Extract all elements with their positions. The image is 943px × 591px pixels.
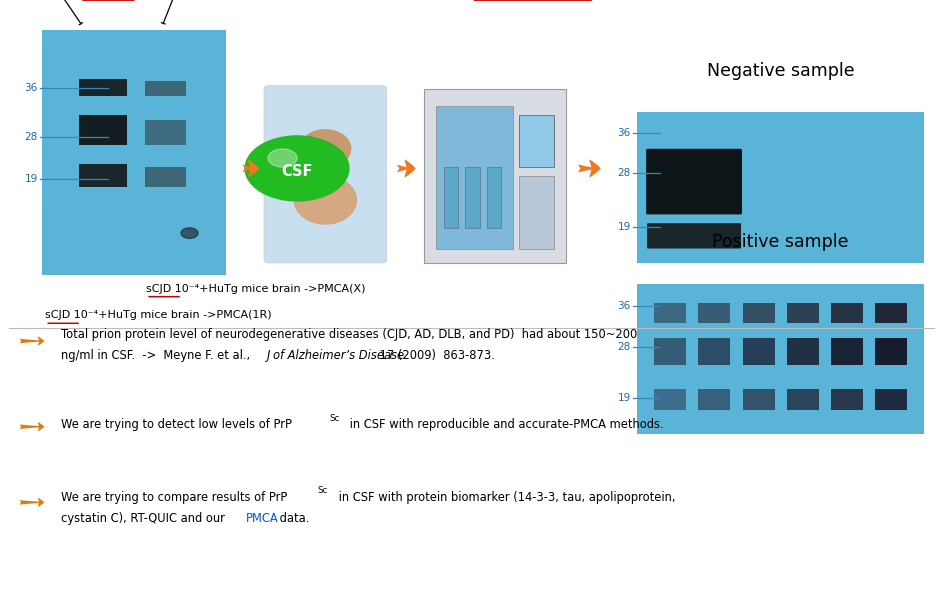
Text: J of Alzheimer’s Disease: J of Alzheimer’s Disease xyxy=(267,349,405,362)
Text: 36: 36 xyxy=(25,83,38,93)
FancyBboxPatch shape xyxy=(699,303,730,323)
Text: 36: 36 xyxy=(618,128,631,138)
FancyBboxPatch shape xyxy=(264,86,387,263)
Circle shape xyxy=(268,149,297,167)
FancyBboxPatch shape xyxy=(145,167,186,187)
Ellipse shape xyxy=(300,130,351,167)
Text: 19: 19 xyxy=(618,222,631,232)
Text: 28: 28 xyxy=(618,342,631,352)
FancyBboxPatch shape xyxy=(743,338,774,365)
FancyBboxPatch shape xyxy=(145,81,186,96)
FancyBboxPatch shape xyxy=(444,167,458,228)
Text: 19: 19 xyxy=(618,393,631,403)
Text: sCJD 10⁻⁴+HuTg mice brain ->PMCA(1R): sCJD 10⁻⁴+HuTg mice brain ->PMCA(1R) xyxy=(45,310,272,320)
Text: CSF: CSF xyxy=(281,164,313,179)
Text: We are trying to compare results of PrP: We are trying to compare results of PrP xyxy=(61,491,288,504)
FancyBboxPatch shape xyxy=(743,389,774,410)
FancyBboxPatch shape xyxy=(831,303,863,323)
Text: in CSF with protein biomarker (14-3-3, tau, apolipoprotein,: in CSF with protein biomarker (14-3-3, t… xyxy=(335,491,675,504)
Text: 28: 28 xyxy=(618,168,631,177)
Text: ng/ml in CSF.  ->  Meyne F. et al.,: ng/ml in CSF. -> Meyne F. et al., xyxy=(61,349,257,362)
Text: data.: data. xyxy=(276,512,309,525)
Text: Sc: Sc xyxy=(318,486,328,495)
FancyBboxPatch shape xyxy=(637,112,924,263)
FancyBboxPatch shape xyxy=(831,389,863,410)
FancyBboxPatch shape xyxy=(646,149,742,215)
Text: Positive sample: Positive sample xyxy=(712,233,849,251)
FancyBboxPatch shape xyxy=(654,338,687,365)
FancyBboxPatch shape xyxy=(654,389,687,410)
FancyBboxPatch shape xyxy=(699,338,730,365)
FancyBboxPatch shape xyxy=(699,389,730,410)
Text: PMCA: PMCA xyxy=(246,512,279,525)
FancyBboxPatch shape xyxy=(42,30,226,275)
FancyBboxPatch shape xyxy=(875,303,907,323)
Text: sCJD 10⁻⁴+HuTg mice brain ->PMCA(X): sCJD 10⁻⁴+HuTg mice brain ->PMCA(X) xyxy=(146,284,366,294)
Text: 36: 36 xyxy=(618,301,631,311)
Text: cystatin C), RT-QUIC and our: cystatin C), RT-QUIC and our xyxy=(61,512,229,525)
FancyBboxPatch shape xyxy=(743,303,774,323)
FancyBboxPatch shape xyxy=(436,106,513,249)
FancyBboxPatch shape xyxy=(145,121,186,145)
FancyBboxPatch shape xyxy=(79,115,127,145)
Circle shape xyxy=(181,228,198,238)
Text: 28: 28 xyxy=(25,132,38,142)
FancyBboxPatch shape xyxy=(831,338,863,365)
Text: 17 (2009)  863-873.: 17 (2009) 863-873. xyxy=(376,349,495,362)
FancyBboxPatch shape xyxy=(787,338,819,365)
FancyBboxPatch shape xyxy=(654,303,687,323)
Text: in CSF with reproducible and accurate-PMCA methods.: in CSF with reproducible and accurate-PM… xyxy=(346,418,664,431)
Ellipse shape xyxy=(294,176,356,224)
FancyBboxPatch shape xyxy=(875,389,907,410)
Text: We are trying to detect low levels of PrP: We are trying to detect low levels of Pr… xyxy=(61,418,292,431)
Text: 19: 19 xyxy=(25,174,38,184)
Text: Total prion protein level of neurodegenerative diseases (CJD, AD, DLB, and PD)  : Total prion protein level of neurodegene… xyxy=(61,328,637,341)
Circle shape xyxy=(245,136,349,201)
FancyBboxPatch shape xyxy=(787,389,819,410)
FancyBboxPatch shape xyxy=(79,164,127,187)
Text: Sc: Sc xyxy=(329,414,339,423)
FancyBboxPatch shape xyxy=(787,303,819,323)
FancyBboxPatch shape xyxy=(519,115,554,167)
FancyBboxPatch shape xyxy=(519,176,554,249)
FancyBboxPatch shape xyxy=(79,79,127,96)
FancyBboxPatch shape xyxy=(647,223,741,248)
FancyBboxPatch shape xyxy=(875,338,907,365)
FancyBboxPatch shape xyxy=(466,167,480,228)
Text: Negative sample: Negative sample xyxy=(706,62,854,80)
FancyBboxPatch shape xyxy=(637,284,924,434)
FancyBboxPatch shape xyxy=(424,89,566,263)
FancyBboxPatch shape xyxy=(487,167,501,228)
